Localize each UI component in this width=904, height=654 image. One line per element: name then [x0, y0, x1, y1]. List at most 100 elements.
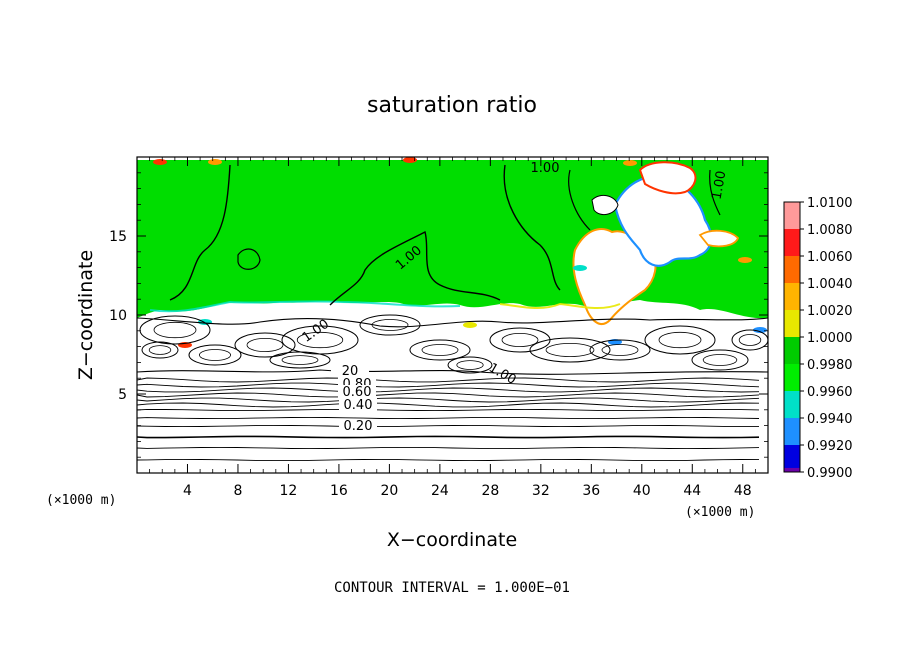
cloud-contour-inner	[296, 331, 344, 349]
cloud-contour-inner	[153, 321, 197, 339]
edge-accent	[208, 159, 222, 165]
x-tick-label: 8	[233, 483, 242, 499]
colorbar-label: 0.9940	[807, 412, 853, 427]
x-unit-label-right: (×1000 m)	[685, 505, 755, 520]
x-axis-ticks: 4 8 12 16 20 24 28 32 36 40 44 48	[149, 157, 756, 499]
x-tick-label: 40	[633, 483, 651, 499]
cloud-free-patch-small	[591, 194, 619, 216]
cloud-contour-inner	[601, 344, 639, 356]
contour-label: 0.60	[343, 385, 372, 400]
cloud-contour-loop	[141, 341, 179, 359]
colorbar-swatch	[784, 445, 800, 472]
edge-accent	[738, 257, 752, 263]
horizontal-contour	[137, 408, 760, 412]
cloud-base-edge	[149, 300, 461, 313]
contour-label-bg	[338, 385, 376, 398]
contour-1-00-far	[709, 169, 721, 216]
x-tick-label: 36	[582, 483, 600, 499]
cloud-contour-loop	[589, 339, 651, 361]
y-tick-label: 5	[118, 387, 127, 403]
colorbar-label: 0.9960	[807, 385, 853, 400]
cloud-base-contour	[137, 317, 768, 328]
cloud-contour-inner	[456, 360, 484, 370]
cloud-contour-loop	[269, 351, 331, 369]
horizontal-contour	[137, 458, 760, 462]
colorbar-swatch	[784, 202, 800, 229]
y-axis-ticks: 5 10 15	[109, 172, 768, 458]
x-tick-label: 4	[183, 483, 192, 499]
horizontal-contour	[137, 387, 760, 393]
horizontal-contour	[137, 435, 760, 439]
cloud-contour-loop	[409, 339, 471, 361]
chart-title: saturation ratio	[367, 93, 537, 118]
cloud-contour-loop	[447, 356, 493, 374]
colorbar-swatch-min	[784, 467, 800, 472]
colorbar-swatch	[784, 337, 800, 364]
x-tick-label: 12	[280, 483, 298, 499]
edge-accent	[573, 265, 587, 271]
cloud-contour-loop	[644, 325, 716, 355]
colorbar-swatch	[784, 418, 800, 445]
contour-label-bg	[331, 364, 369, 377]
contour-1-00-right	[503, 164, 561, 291]
cloud-contour-inner	[148, 345, 172, 355]
horizontal-contour	[137, 377, 760, 383]
cloud-contour-loop	[691, 349, 749, 371]
horizontal-contour	[137, 397, 760, 403]
colorbar-label: 0.9980	[807, 358, 853, 373]
x-tick-label: 16	[330, 483, 348, 499]
contour-label: 0.20	[344, 419, 373, 434]
x-tick-label: 28	[481, 483, 499, 499]
contour-label: 1.00	[531, 161, 560, 176]
contour-loop	[237, 248, 261, 270]
horizontal-contour	[137, 446, 760, 450]
cloud-contour-inner	[198, 349, 231, 361]
x-tick-label: 20	[380, 483, 398, 499]
colorbar-label: 0.9900	[807, 466, 853, 481]
x-unit-label-left: (×1000 m)	[46, 493, 116, 508]
contour-lines	[137, 164, 768, 462]
cloud-contour-inner	[246, 337, 284, 352]
x-tick-label: 24	[431, 483, 449, 499]
cloud-free-patch-right	[698, 229, 740, 248]
colorbar-swatch	[784, 391, 800, 418]
cloud-contour-loop	[529, 337, 611, 363]
edge-accent	[623, 160, 637, 166]
horizontal-contour	[137, 424, 759, 428]
cloud-contour-loop	[234, 332, 296, 358]
edge-accent	[753, 327, 767, 333]
x-tick-label: 32	[532, 483, 550, 499]
contour-label-bg	[339, 398, 377, 411]
colorbar: 1.0100 1.0080 1.0060 1.0040 1.0020 1.0000 0.99…	[783, 196, 853, 481]
contour-interval-note: CONTOUR INTERVAL = 1.000E−01	[334, 580, 570, 596]
cloud-contour-inner	[738, 334, 762, 346]
cloud-free-cap	[638, 161, 697, 195]
contour-label-bg	[339, 419, 377, 432]
x-axis-title: X−coordinate	[387, 529, 517, 551]
cloud-contour-loop	[731, 329, 768, 351]
horizontal-contour	[137, 392, 760, 398]
cloud-contour-inner	[545, 342, 595, 357]
cloud-base-edge-right	[499, 302, 621, 310]
colorbar-label: 1.0000	[807, 331, 853, 346]
y-tick-label: 10	[109, 308, 127, 324]
saturation-field	[137, 157, 768, 473]
colorbar-swatch	[784, 229, 800, 256]
x-tick-label: 44	[683, 483, 701, 499]
colorbar-label: 1.0080	[807, 223, 853, 238]
cloud-contour-inner	[702, 354, 738, 366]
horizontal-contour	[137, 416, 760, 420]
colorbar-label: 1.0100	[807, 196, 853, 211]
colorbar-swatch	[784, 364, 800, 391]
contour-label: 20	[342, 364, 359, 379]
y-tick-label: 15	[109, 229, 127, 245]
cloud-bottom-contour	[137, 369, 768, 375]
horizontal-contour	[137, 402, 760, 408]
edge-accent	[403, 157, 417, 163]
contour-1-00-mid	[329, 230, 501, 306]
x-tick-label: 48	[734, 483, 752, 499]
edge-accent	[153, 159, 167, 165]
contour-label: 1.00	[710, 170, 730, 201]
